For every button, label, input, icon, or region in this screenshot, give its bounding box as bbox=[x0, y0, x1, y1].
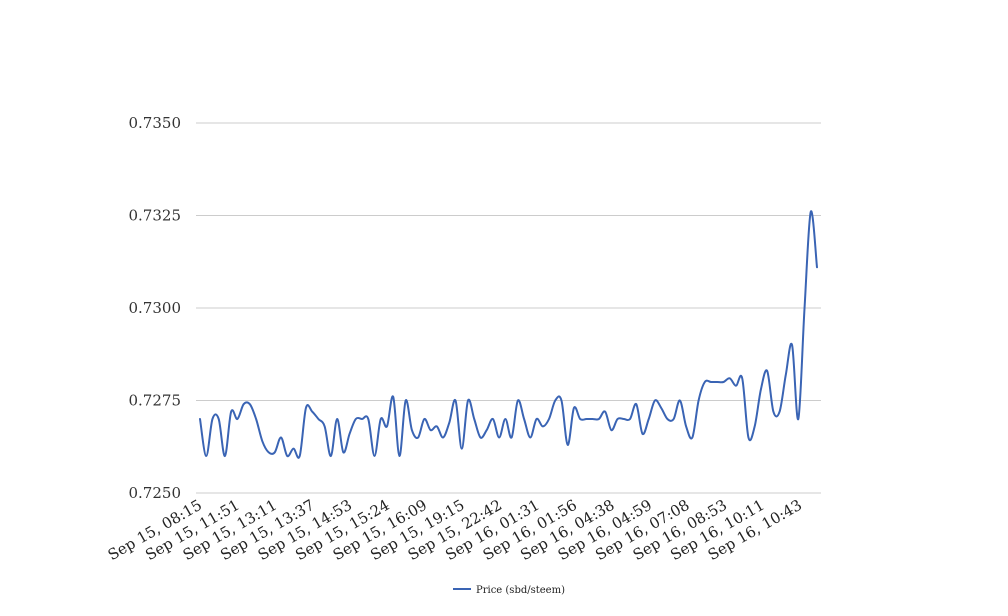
y-tick-label: 0.7250 bbox=[129, 484, 182, 502]
y-tick-label: 0.7350 bbox=[129, 114, 182, 132]
y-tick-label: 0.7325 bbox=[129, 207, 182, 225]
y-tick-label: 0.7275 bbox=[129, 392, 182, 410]
y-tick-label: 0.7300 bbox=[129, 299, 182, 317]
legend: Price (sbd/steem) bbox=[453, 585, 565, 596]
gridlines bbox=[196, 122, 821, 494]
legend-label: Price (sbd/steem) bbox=[476, 585, 565, 596]
series-line-price bbox=[199, 210, 818, 459]
y-axis-tick-labels: 0.7250 0.7275 0.7300 0.7325 0.7350 bbox=[129, 114, 182, 502]
